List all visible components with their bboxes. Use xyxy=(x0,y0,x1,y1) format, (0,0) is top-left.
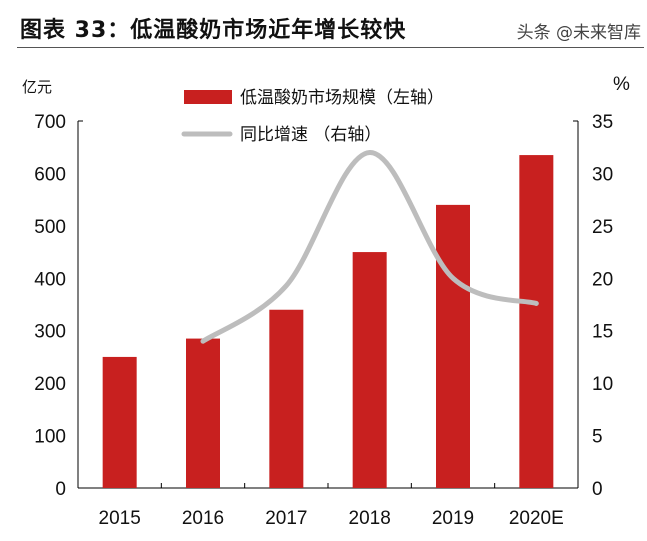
left-tick-label: 200 xyxy=(34,374,66,395)
left-tick-label: 300 xyxy=(34,322,66,343)
right-tick-label: 30 xyxy=(592,164,613,185)
bar-2020E xyxy=(519,155,554,489)
x-tick-label: 2019 xyxy=(432,508,474,529)
left-tick-label: 100 xyxy=(34,427,66,448)
title-divider xyxy=(17,47,644,48)
left-tick-label: 600 xyxy=(34,164,66,185)
legend-label-bar: 低温酸奶市场规模（左轴） xyxy=(240,88,444,108)
left-axis-unit: 亿元 xyxy=(22,78,52,96)
right-tick-label: 5 xyxy=(592,427,603,448)
right-axis-unit: % xyxy=(613,74,630,95)
chart-title: 图表 33：低温酸奶市场近年增长较快 xyxy=(20,18,407,43)
left-tick-label: 500 xyxy=(34,217,66,238)
left-tick-label: 0 xyxy=(55,479,66,500)
right-tick-label: 0 xyxy=(592,479,603,500)
bar-2015 xyxy=(102,356,137,488)
x-tick-label: 2016 xyxy=(182,508,224,529)
x-tick-label: 2018 xyxy=(349,508,391,529)
right-tick-label: 15 xyxy=(592,322,613,343)
x-tick-label: 2015 xyxy=(99,508,141,529)
bar-2018 xyxy=(352,252,387,488)
left-tick-label: 700 xyxy=(34,112,66,133)
legend-swatch-bar xyxy=(184,90,232,104)
right-tick-label: 10 xyxy=(592,374,613,395)
legend-label-line: 同比增速 （右轴） xyxy=(240,125,381,145)
bar-2016 xyxy=(186,338,220,488)
left-tick-label: 400 xyxy=(34,269,66,290)
bar-2019 xyxy=(436,204,470,488)
right-tick-label: 20 xyxy=(592,269,613,290)
watermark: 头条 @未来智库 xyxy=(516,23,641,43)
x-tick-label: 2017 xyxy=(265,508,307,529)
right-tick-label: 35 xyxy=(592,112,613,133)
x-tick-label: 2020E xyxy=(509,508,564,529)
right-tick-label: 25 xyxy=(592,217,613,238)
bar-2017 xyxy=(269,309,304,488)
